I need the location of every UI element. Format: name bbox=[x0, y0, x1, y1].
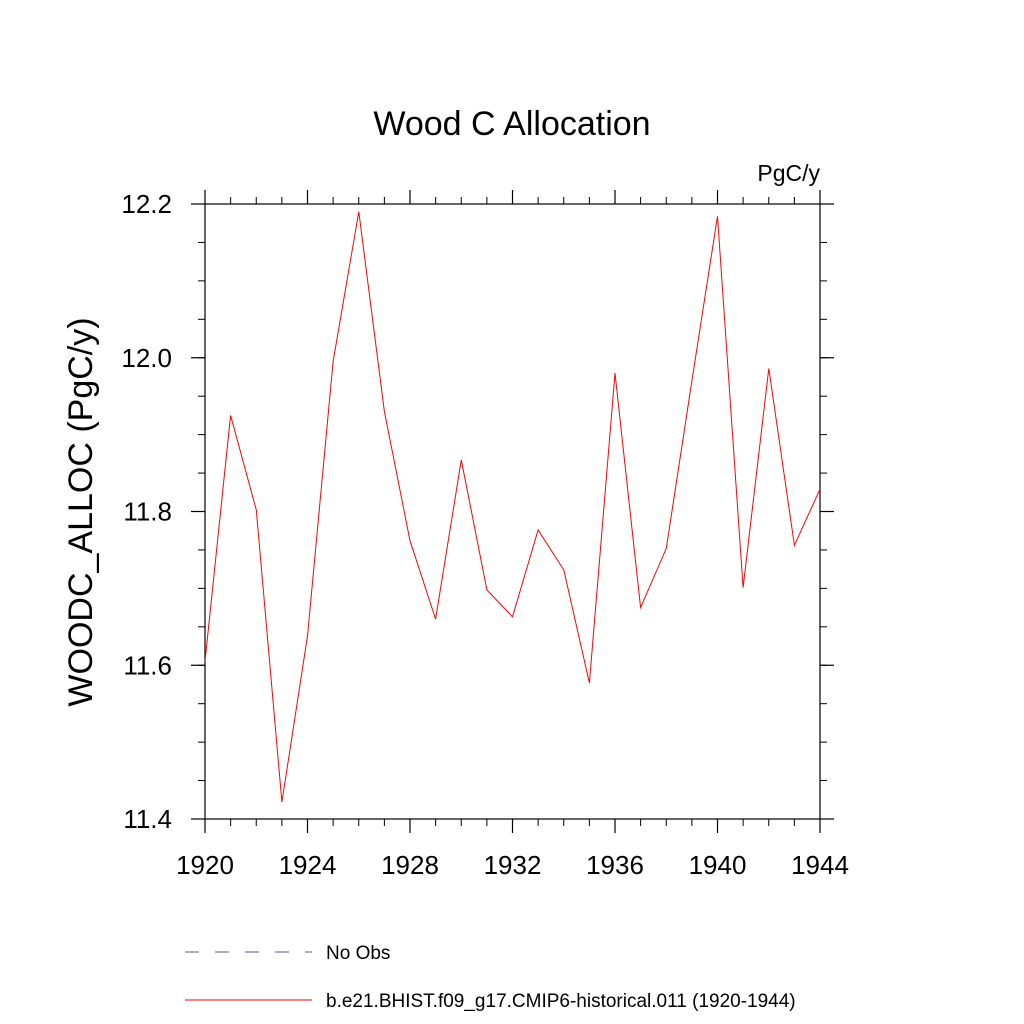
legend-label: b.e21.BHIST.f09_g17.CMIP6-historical.011… bbox=[326, 991, 796, 1012]
x-tick-label: 1924 bbox=[279, 850, 337, 880]
y-tick-label: 12.0 bbox=[121, 343, 172, 373]
chart-title: Wood C Allocation bbox=[373, 105, 650, 143]
x-tick-label: 1936 bbox=[586, 850, 644, 880]
x-tick-label: 1920 bbox=[176, 850, 234, 880]
y-axis-label: WOODC_ALLOC (PgC/y) bbox=[62, 317, 100, 706]
y-tick-label: 11.8 bbox=[123, 497, 172, 527]
series-layer bbox=[204, 211, 821, 803]
major-ticks bbox=[191, 190, 834, 833]
x-tick-label: 1940 bbox=[689, 850, 747, 880]
x-tick-label: 1944 bbox=[791, 850, 849, 880]
y-tick-label: 11.4 bbox=[123, 804, 172, 834]
units-label: PgC/y bbox=[757, 160, 820, 186]
y-tick-label: 12.2 bbox=[121, 189, 172, 219]
tick-labels: 1920 1924 1928 1932 1936 1940 1944 11.4 11.6 11.8… bbox=[121, 189, 849, 880]
legend-label: No Obs bbox=[326, 943, 390, 964]
series-line bbox=[204, 211, 821, 803]
plot-frame bbox=[204, 203, 821, 820]
x-tick-label: 1932 bbox=[484, 850, 542, 880]
legend: No Obs b.e21.BHIST.f09_g17.CMIP6-historic… bbox=[185, 943, 796, 1012]
y-tick-label: 11.6 bbox=[123, 650, 172, 680]
x-tick-label: 1928 bbox=[381, 850, 439, 880]
